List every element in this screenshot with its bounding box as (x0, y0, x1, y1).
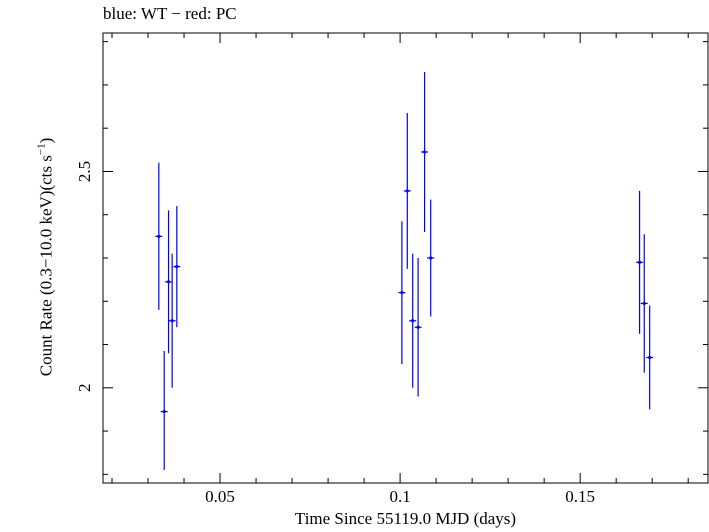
point-dot (422, 150, 427, 154)
point-dot (648, 355, 652, 360)
data-point-wt (640, 234, 648, 373)
point-dot (170, 319, 174, 323)
point-dot (429, 256, 433, 260)
plot-frame (102, 32, 709, 484)
x-axis-label: Time Since 55119.0 MJD (days) (294, 509, 517, 528)
point-dot (411, 319, 415, 323)
point-dot (416, 325, 420, 329)
data-points (155, 71, 654, 471)
data-point-wt (173, 206, 181, 328)
data-point-wt (403, 113, 411, 269)
data-point-wt (414, 258, 422, 397)
data-point-wt (155, 162, 163, 310)
point-dot (405, 189, 409, 193)
data-point-wt (165, 210, 173, 354)
data-point-wt (168, 253, 176, 388)
x-tick-label: 0.05 (205, 487, 235, 506)
data-point-wt (421, 71, 429, 233)
chart-title: blue: WT − red: PC (103, 4, 237, 23)
point-dot (166, 280, 171, 284)
y-tick-label: 2 (75, 384, 94, 393)
point-dot (157, 234, 161, 238)
data-point-wt (646, 305, 654, 410)
data-point-wt (398, 221, 406, 365)
y-tick-label: 2.5 (75, 161, 94, 182)
axis-ticks (103, 33, 708, 483)
point-dot (642, 301, 646, 306)
point-dot (400, 291, 404, 295)
data-point-wt (160, 351, 168, 471)
point-dot (162, 410, 166, 414)
data-point-wt (427, 199, 435, 317)
point-dot (175, 265, 179, 269)
data-point-wt (636, 190, 644, 334)
x-tick-label: 0.1 (389, 487, 410, 506)
axis-tick-labels: 0.05 0.1 0.15 2 2.5 (75, 161, 595, 506)
point-dot (637, 260, 642, 264)
x-tick-label: 0.15 (565, 487, 595, 506)
data-point-wt (409, 253, 417, 388)
